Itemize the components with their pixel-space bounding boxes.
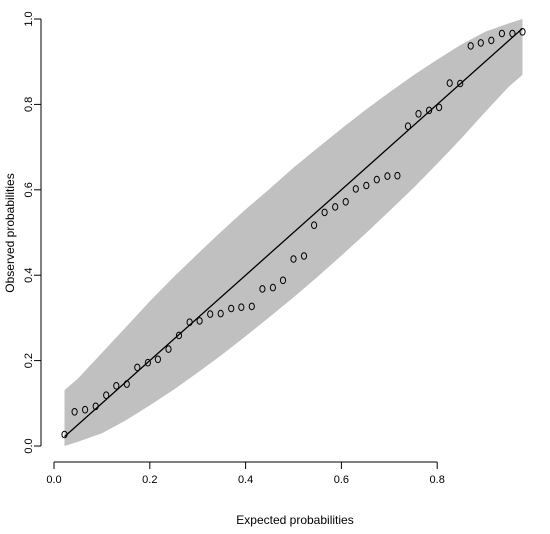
axes-layer: 0.0 0.2 0.4 0.6 0.8 0.0 0.2 0.4 0.6 0.8 1.0 xyxy=(23,11,445,486)
y-tick-label: 0.8 xyxy=(23,97,35,112)
data-point xyxy=(488,36,495,45)
y-tick-label: 0.4 xyxy=(23,268,35,283)
data-point xyxy=(436,103,443,112)
y-tick-label: 0.2 xyxy=(23,353,35,368)
data-point xyxy=(134,363,141,372)
data-points-layer xyxy=(61,28,526,439)
x-tick-label: 0.8 xyxy=(430,474,445,486)
data-point xyxy=(384,172,391,180)
data-point xyxy=(509,29,516,38)
data-point xyxy=(498,29,505,38)
data-point xyxy=(352,185,359,193)
data-point xyxy=(154,355,161,364)
data-point xyxy=(186,318,193,327)
data-point xyxy=(279,276,287,285)
data-point xyxy=(342,198,349,206)
y-tick-label: 0.0 xyxy=(23,438,35,453)
data-point xyxy=(175,331,183,340)
reference-diagonal-line xyxy=(64,27,523,438)
y-tick-label: 0.6 xyxy=(23,182,35,197)
data-point xyxy=(103,391,110,400)
data-point xyxy=(290,255,297,263)
data-point xyxy=(332,203,339,211)
data-point xyxy=(300,252,308,260)
data-point xyxy=(123,380,130,388)
data-point xyxy=(311,221,318,229)
data-point xyxy=(446,79,453,87)
data-point xyxy=(467,42,474,50)
data-point xyxy=(269,283,276,292)
data-point xyxy=(457,79,464,88)
data-point xyxy=(426,106,433,115)
data-point xyxy=(61,430,68,439)
data-point xyxy=(394,171,401,180)
x-tick-label: 0.4 xyxy=(238,474,253,486)
data-point xyxy=(207,310,214,318)
data-point xyxy=(259,285,266,293)
data-point xyxy=(519,28,526,36)
data-point xyxy=(165,345,172,353)
data-point xyxy=(373,175,380,184)
data-point xyxy=(217,309,224,318)
data-point xyxy=(238,303,245,312)
data-point xyxy=(415,110,422,118)
data-point xyxy=(196,317,203,325)
data-point xyxy=(363,181,370,190)
y-tick-label: 1.0 xyxy=(23,11,35,26)
x-tick-label: 0.0 xyxy=(46,474,61,486)
data-point xyxy=(144,358,151,367)
data-point xyxy=(228,304,235,313)
x-tick-label: 0.2 xyxy=(142,474,157,486)
x-tick-label: 0.6 xyxy=(334,474,349,486)
y-axis-title: Observed probabilities xyxy=(3,173,17,292)
data-point xyxy=(248,302,255,311)
data-point xyxy=(82,405,89,414)
data-point xyxy=(71,408,78,416)
x-axis-title: Expected probabilities xyxy=(236,513,353,527)
data-point xyxy=(92,402,99,411)
data-point xyxy=(477,39,484,47)
reference-line-layer xyxy=(64,27,523,438)
data-point xyxy=(113,382,120,390)
data-point xyxy=(321,208,328,217)
data-point xyxy=(404,122,412,130)
